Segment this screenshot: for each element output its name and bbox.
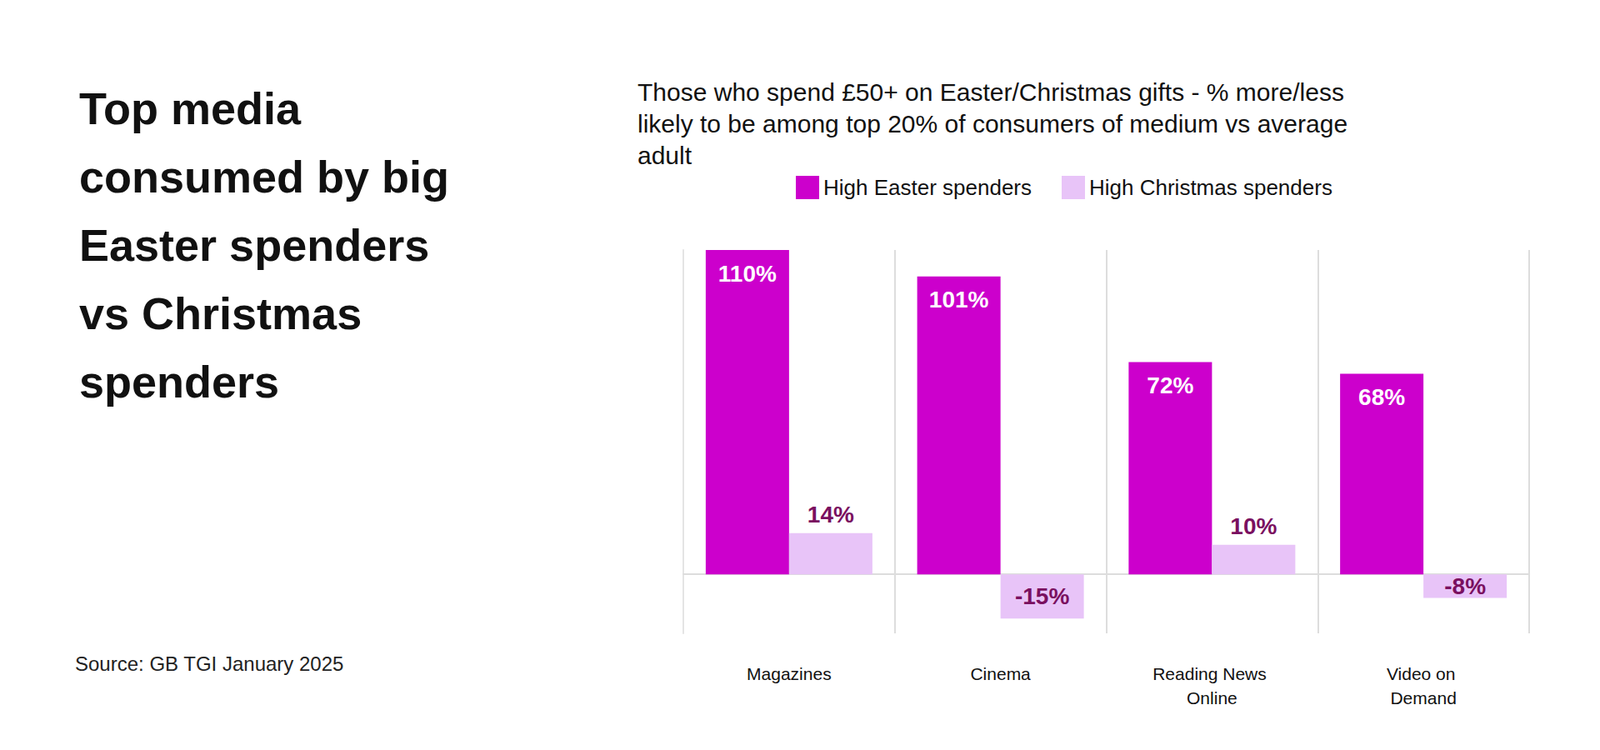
svg-text:-8%: -8% — [1444, 573, 1486, 600]
svg-text:likely to be among top 20% of: likely to be among top 20% of consumers … — [637, 110, 1355, 138]
svg-text:High Easter spenders: High Easter spenders — [823, 175, 1032, 200]
svg-text:High Christmas spenders: High Christmas spenders — [1089, 175, 1333, 200]
svg-text:vs Christmas: vs Christmas — [79, 288, 375, 339]
svg-text:14%: 14% — [807, 501, 855, 528]
svg-text:Those who spend £50+ on Easter: Those who spend £50+ on Easter/Christmas… — [637, 78, 1351, 106]
svg-text:Top media: Top media — [79, 83, 314, 134]
svg-text:10%: 10% — [1230, 513, 1277, 540]
svg-text:Source: GB TGI January 2025: Source: GB TGI January 2025 — [75, 652, 344, 675]
svg-text:68%: 68% — [1358, 384, 1405, 410]
svg-text:Easter spenders: Easter spenders — [79, 220, 442, 270]
svg-text:consumed by big: consumed by big — [79, 151, 462, 202]
svg-text:Magazines: Magazines — [746, 664, 832, 684]
svg-text:Online: Online — [1186, 688, 1238, 708]
svg-text:spenders: spenders — [79, 356, 280, 407]
svg-text:72%: 72% — [1146, 372, 1194, 399]
svg-text:-15%: -15% — [1015, 583, 1070, 610]
svg-text:Cinema: Cinema — [970, 664, 1031, 684]
svg-text:Video on: Video on — [1386, 664, 1460, 684]
svg-text:Reading News: Reading News — [1152, 664, 1271, 684]
svg-text:110%: 110% — [718, 260, 777, 287]
svg-text:Demand: Demand — [1390, 688, 1456, 708]
svg-text:adult: adult — [637, 141, 693, 170]
svg-text:101%: 101% — [929, 286, 990, 313]
